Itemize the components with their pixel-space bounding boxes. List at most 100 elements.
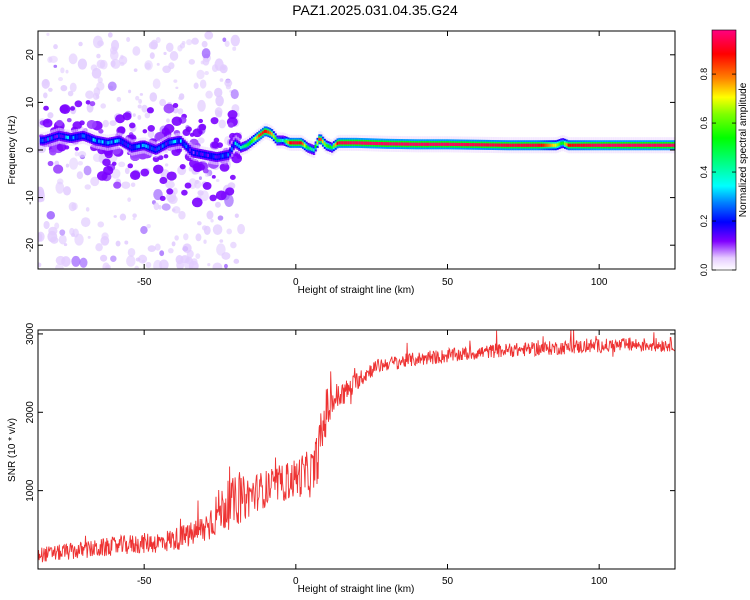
noise-blob	[48, 226, 58, 236]
ridge-core	[671, 143, 674, 147]
ridge-core	[209, 154, 212, 158]
ridge-core	[70, 136, 74, 140]
ridge-core	[645, 143, 649, 147]
noise-blob	[69, 82, 77, 93]
ridge-core	[463, 142, 467, 147]
ridge-core	[107, 141, 110, 145]
ridge-core	[396, 142, 399, 146]
snr-panel: -50 0 50 100 1000 2000 3000 Height of straigh…	[7, 322, 676, 595]
ridge-core	[112, 140, 116, 144]
signal-blob	[140, 168, 150, 177]
ridge-core	[664, 143, 667, 147]
ridge-core	[196, 151, 199, 155]
ridge-core	[181, 141, 185, 145]
signal-blob	[55, 119, 63, 127]
noise-blob	[199, 79, 207, 89]
ridge-core	[620, 143, 623, 147]
noise-blob	[199, 191, 203, 196]
ridge-core	[232, 143, 236, 147]
noise-blob	[232, 46, 237, 51]
signal-blob	[98, 128, 104, 134]
signal-blob	[182, 128, 191, 136]
noise-blob	[96, 81, 105, 91]
ridge-core	[549, 143, 552, 147]
ridge-core	[281, 138, 285, 143]
noise-blob	[77, 150, 87, 158]
ridge-core	[442, 142, 445, 146]
ridge-core	[150, 146, 154, 150]
noise-blob	[175, 86, 179, 90]
ridge-core	[613, 143, 616, 147]
ridge-core	[372, 141, 376, 146]
ridge-core	[398, 142, 401, 146]
ridge-core	[139, 144, 143, 148]
ridge-core	[43, 138, 46, 142]
noise-blob	[97, 77, 103, 84]
ridge-core	[656, 143, 660, 147]
signal-blob	[56, 142, 67, 152]
ridge-core	[485, 143, 489, 147]
ridge-core	[334, 143, 338, 147]
signal-blob	[96, 171, 108, 181]
noise-blob	[160, 172, 165, 176]
noise-blob	[204, 71, 209, 76]
noise-blob	[130, 182, 136, 188]
ridge-core	[422, 142, 425, 146]
ridge-core	[79, 134, 83, 138]
ridge-core	[389, 142, 392, 146]
signal-blob	[191, 197, 203, 208]
noise-blob	[159, 98, 167, 107]
ridge-core	[460, 142, 463, 147]
ridge-core	[130, 146, 134, 150]
ridge-core	[391, 142, 394, 146]
ridge-core	[467, 143, 470, 147]
noise-blob	[45, 79, 49, 83]
ridge-core	[340, 141, 343, 145]
noise-blob	[68, 202, 77, 212]
noise-blob	[196, 69, 205, 80]
ridge-core	[101, 140, 105, 144]
noise-blob	[203, 239, 207, 244]
ridge-core	[78, 134, 81, 139]
noise-blob	[153, 202, 160, 211]
signal-blob	[69, 106, 76, 111]
ridge-core	[238, 144, 241, 148]
noise-blob	[68, 53, 78, 65]
noise-blob	[113, 215, 117, 218]
ridge-core	[125, 142, 128, 147]
ridge-core	[558, 142, 561, 146]
signal-blob	[211, 175, 216, 179]
noise-blob	[212, 262, 223, 269]
noise-blob	[55, 263, 64, 269]
noise-blob	[149, 52, 155, 60]
y-tick-label: -20	[25, 238, 36, 253]
ridge-core	[489, 143, 492, 147]
signal-blob	[171, 116, 183, 126]
ridge-core	[563, 142, 567, 146]
noise-blob	[132, 113, 136, 117]
noise-blob	[206, 210, 214, 220]
ridge-core	[427, 142, 430, 146]
noise-blob	[218, 119, 226, 129]
ridge-core	[381, 142, 385, 146]
ridge-core	[660, 143, 663, 147]
x-tick-label: 0	[293, 277, 299, 288]
signal-blob	[163, 154, 169, 159]
noise-blob	[128, 89, 132, 94]
ridge-core	[436, 142, 439, 146]
colorbar-ticks: 0.0 0.2 0.4 0.6 0.8	[699, 68, 736, 276]
ridge-core	[465, 142, 469, 147]
ridge-core	[260, 132, 263, 136]
ridge-core	[400, 142, 403, 146]
signal-blob	[152, 155, 160, 163]
noise-blob	[173, 79, 178, 83]
figure-title: PAZ1.2025.031.04.35.G24	[292, 2, 458, 18]
noise-blob	[84, 184, 91, 190]
noise-blob	[195, 233, 202, 242]
noise-blob	[144, 112, 151, 119]
noise-blob	[126, 37, 131, 42]
noise-blob	[226, 228, 233, 235]
ridge-core	[199, 152, 203, 156]
ridge-core	[553, 143, 556, 147]
ridge-core	[174, 139, 177, 144]
